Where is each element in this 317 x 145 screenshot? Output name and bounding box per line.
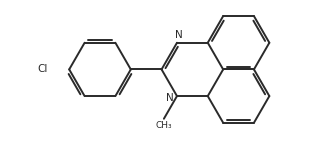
Text: N: N bbox=[165, 93, 173, 103]
Text: Cl: Cl bbox=[37, 64, 48, 74]
Text: N: N bbox=[175, 30, 182, 40]
Text: CH₃: CH₃ bbox=[156, 121, 172, 130]
